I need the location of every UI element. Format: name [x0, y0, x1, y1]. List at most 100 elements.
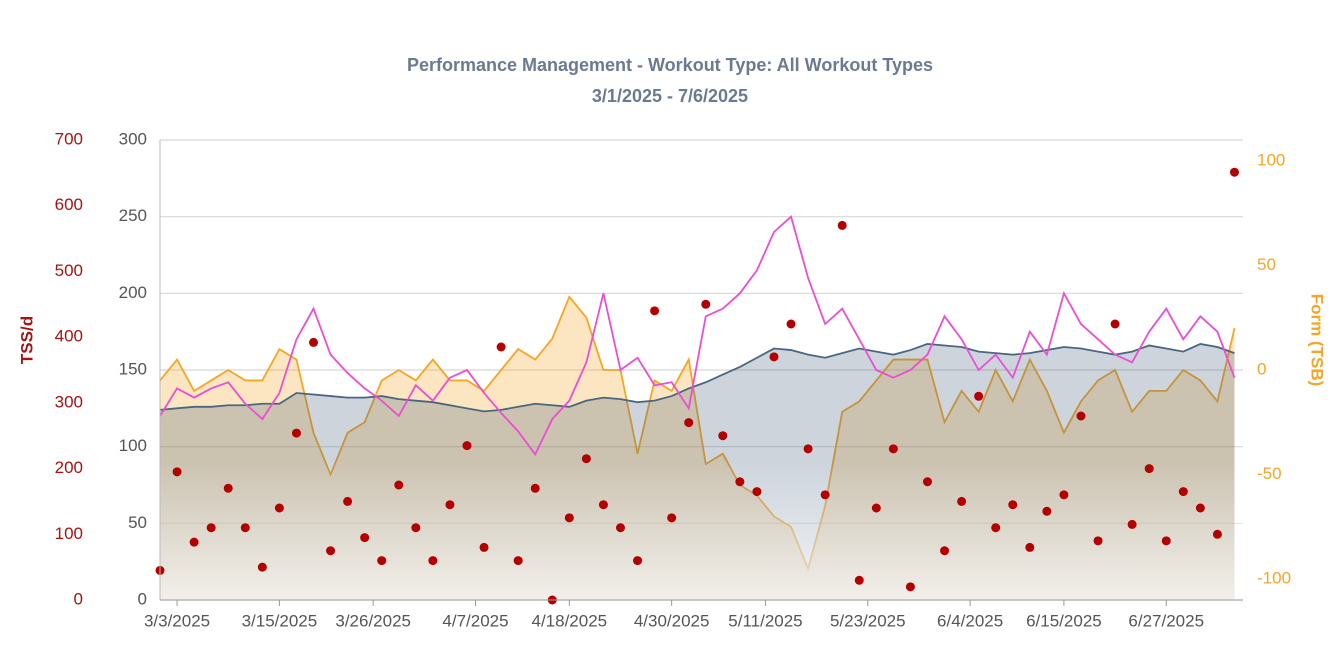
y3-tick-label: 500 — [55, 261, 83, 280]
tss-dot — [530, 483, 540, 493]
tss-dot — [598, 500, 608, 510]
tss-dot — [189, 537, 199, 547]
tss-dot — [564, 513, 574, 523]
tss-dot — [957, 496, 967, 506]
y2-tick-label: -100 — [1257, 569, 1291, 588]
tss-dot — [650, 306, 660, 316]
tss-dot — [496, 342, 506, 352]
tss-dot — [326, 546, 336, 556]
tss-dot — [667, 513, 677, 523]
tss-dot — [905, 582, 915, 592]
tss-dot — [513, 556, 523, 566]
tss-dot — [718, 431, 728, 441]
area-line — [159, 342, 1235, 413]
tss-dot — [394, 480, 404, 490]
y2-tick-label: 100 — [1257, 150, 1285, 169]
tss-dot — [274, 503, 284, 513]
tss-dot — [240, 523, 250, 533]
y-tick-label: 200 — [119, 283, 147, 302]
x-tick-label: 5/23/2025 — [830, 611, 906, 630]
x-tick-label: 3/15/2025 — [242, 611, 318, 630]
tss-dot — [786, 319, 796, 329]
y-tick-label: 50 — [128, 513, 147, 532]
tss-dot — [1195, 503, 1205, 513]
y-tick-label: 100 — [119, 436, 147, 455]
tss-dot — [1076, 411, 1086, 421]
tss-dot — [922, 477, 932, 487]
chart-subtitle: 3/1/2025 - 7/6/2025 — [592, 86, 748, 106]
tss-dot — [445, 500, 455, 510]
tss-dot — [1008, 500, 1018, 510]
tss-dot — [820, 490, 830, 500]
tss-dot — [1093, 536, 1103, 546]
tss-dot — [411, 523, 421, 533]
tss-dot — [291, 428, 301, 438]
tss-dot — [991, 523, 1001, 533]
y3-tick-label: 200 — [55, 458, 83, 477]
y3-tick-label: 300 — [55, 392, 83, 411]
plot: 0501001502002503000100200300400500600700… — [55, 129, 1291, 630]
y-tick-label: 0 — [138, 589, 147, 608]
tss-dot — [752, 487, 762, 497]
tss-dot — [581, 454, 591, 464]
x-tick-label: 3/3/2025 — [144, 611, 210, 630]
y3-tick-label: 100 — [55, 524, 83, 543]
tss-dot — [803, 444, 813, 454]
line — [159, 215, 1236, 457]
tss-dot — [701, 299, 711, 309]
y3-tick-label: 700 — [55, 129, 83, 148]
tss-dot — [479, 542, 489, 552]
area-line — [159, 295, 1236, 572]
tss-dot — [871, 503, 881, 513]
tss-dot — [223, 483, 233, 493]
tss-dot — [974, 391, 984, 401]
x-tick-label: 4/7/2025 — [442, 611, 508, 630]
tss-dot — [684, 418, 694, 428]
tss-dot — [1144, 464, 1154, 474]
y2-axis-title: Form (TSB) — [1308, 294, 1327, 387]
tss-dot — [633, 556, 643, 566]
tss-dot — [1059, 490, 1069, 500]
tss-dot — [172, 467, 182, 477]
y2-tick-label: -50 — [1257, 464, 1282, 483]
tss-dot — [940, 546, 950, 556]
y-tick-label: 300 — [119, 129, 147, 148]
tss-dot — [1025, 542, 1035, 552]
tss-dot — [854, 575, 864, 585]
tss-dot — [206, 523, 216, 533]
tss-dot — [257, 562, 267, 572]
x-tick-label: 5/11/2025 — [728, 611, 802, 630]
tss-dot — [888, 444, 898, 454]
chart-title: Performance Management - Workout Type: A… — [407, 55, 933, 75]
tss-dot — [1178, 487, 1188, 497]
tss-dot — [769, 352, 779, 362]
tss-dot — [343, 496, 353, 506]
tss-dot — [837, 220, 847, 230]
x-tick-label: 4/18/2025 — [532, 611, 608, 630]
tss-dot — [1042, 506, 1052, 516]
y3-tick-label: 400 — [55, 327, 83, 346]
tss-dot — [615, 523, 625, 533]
tss-dot — [360, 533, 370, 543]
y2-tick-label: 50 — [1257, 255, 1276, 274]
y3-axis-title: TSS/d — [17, 316, 36, 364]
tss-dot — [1161, 536, 1171, 546]
y3-tick-label: 0 — [74, 589, 83, 608]
tss-dot — [1110, 319, 1120, 329]
tss-dot — [1127, 519, 1137, 529]
tss-dot — [308, 337, 318, 347]
tss-dot — [377, 556, 387, 566]
bottom-fade — [160, 460, 1243, 600]
x-tick-label: 4/30/2025 — [634, 611, 710, 630]
y2-tick-label: 0 — [1257, 359, 1266, 378]
x-tick-label: 6/4/2025 — [937, 611, 1003, 630]
y-tick-label: 250 — [119, 206, 147, 225]
tss-dot — [1212, 529, 1222, 539]
tss-dot — [462, 441, 472, 451]
x-tick-label: 3/26/2025 — [335, 611, 411, 630]
tss-dot — [428, 556, 438, 566]
tss-dot — [1229, 167, 1239, 177]
y-tick-label: 150 — [119, 359, 147, 378]
